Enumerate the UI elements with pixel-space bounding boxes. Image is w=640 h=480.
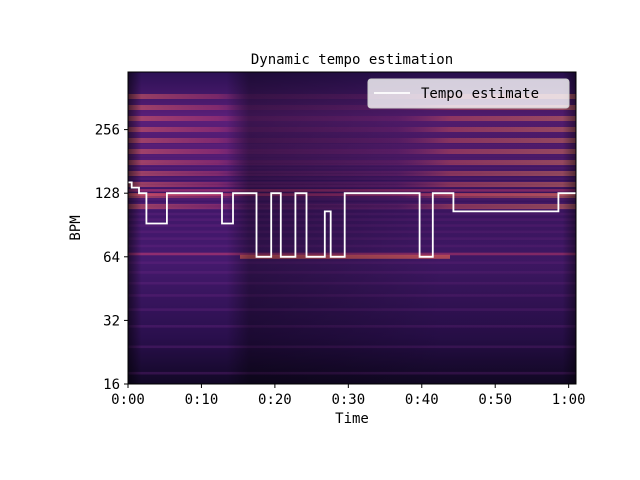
chart-title: Dynamic tempo estimation bbox=[251, 52, 453, 68]
y-axis-ticks: 16 32 64 128 256 bbox=[95, 123, 128, 393]
legend: Tempo estimate bbox=[367, 78, 570, 109]
y-tick-label: 16 bbox=[103, 377, 120, 393]
y-tick-label: 32 bbox=[103, 313, 120, 329]
x-axis-label: Time bbox=[335, 411, 369, 427]
legend-box bbox=[367, 78, 570, 109]
x-tick-label: 1:00 bbox=[552, 392, 586, 408]
tempogram-heatmap bbox=[128, 72, 576, 384]
x-tick-label: 0:20 bbox=[258, 392, 292, 408]
plot-frame bbox=[127, 71, 577, 385]
tempo-estimate-line bbox=[128, 181, 576, 258]
legend-entry-label: Tempo estimate bbox=[421, 86, 539, 102]
x-tick-label: 0:10 bbox=[185, 392, 219, 408]
x-axis-ticks: 0:00 0:10 0:20 0:30 0:40 0:50 1:00 bbox=[111, 384, 586, 408]
x-tick-label: 0:30 bbox=[331, 392, 365, 408]
tempo-estimate-series bbox=[128, 181, 576, 258]
y-tick-label: 128 bbox=[95, 186, 120, 202]
y-axis-label: BPM bbox=[68, 215, 84, 240]
y-tick-label: 256 bbox=[95, 123, 120, 139]
y-tick-label: 64 bbox=[103, 250, 120, 266]
x-tick-label: 0:40 bbox=[405, 392, 439, 408]
x-tick-label: 0:00 bbox=[111, 392, 145, 408]
x-tick-label: 0:50 bbox=[478, 392, 512, 408]
